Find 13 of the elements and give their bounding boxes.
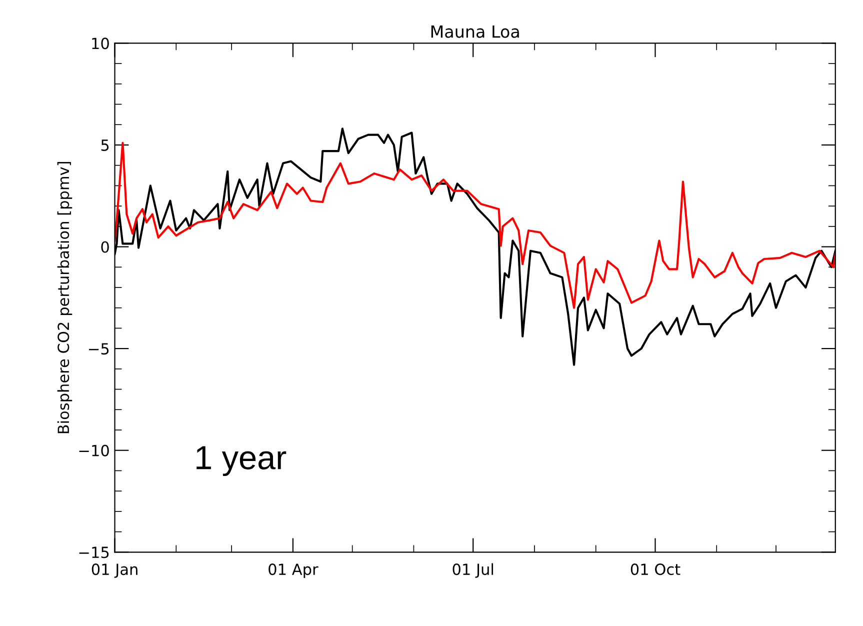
x-tick-label: 01 Jan	[92, 564, 138, 578]
x-tick-label: 01 Oct	[630, 564, 680, 576]
y-tick-label: −15	[79, 546, 109, 558]
y-tick-label: −5	[89, 343, 109, 355]
y-tick-label: 0	[101, 241, 109, 253]
annotation: 1 year	[196, 446, 286, 476]
y-tick-label: −10	[79, 444, 109, 456]
x-tick-label: 01 Jul	[452, 563, 494, 578]
x-tick-label: 01 Apr	[268, 564, 318, 578]
y-tick-label: 5	[101, 140, 109, 152]
y-axis-title: Biosphere CO2 perturbation [ppmv]	[57, 162, 72, 434]
chart-title: Mauna Loa	[431, 25, 519, 38]
y-tick-label: 10	[92, 38, 109, 50]
